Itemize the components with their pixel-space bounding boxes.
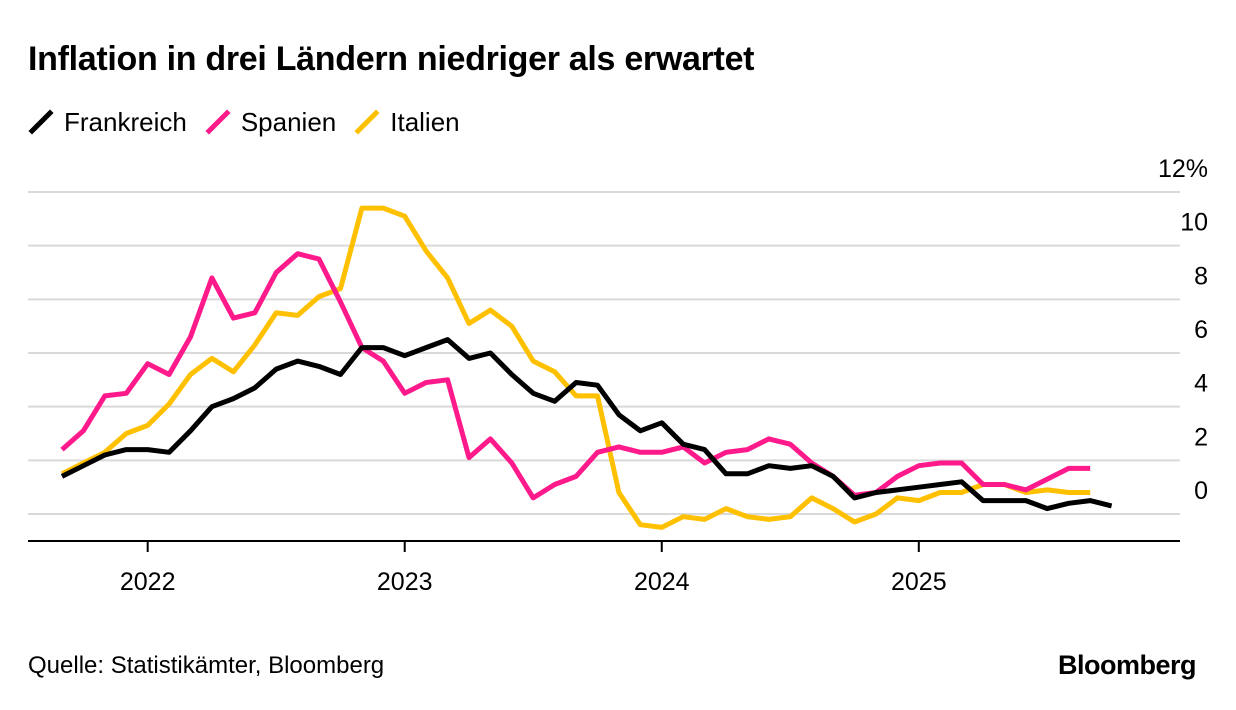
legend-swatch-icon <box>205 109 231 135</box>
y-tick-label: 0 <box>1194 477 1208 505</box>
legend-label-frankreich: Frankreich <box>64 106 187 137</box>
series-line-italien <box>60 205 1091 530</box>
x-axis <box>28 540 1180 552</box>
chart-legend: Frankreich Spanien Italien <box>28 106 478 138</box>
legend-item-spanien: Spanien <box>205 107 336 138</box>
y-tick-label: 6 <box>1194 316 1208 344</box>
series-line-frankreich <box>60 337 1113 512</box>
source-note: Quelle: Statistikämter, Bloomberg <box>28 652 385 679</box>
series-lines <box>60 205 1113 530</box>
legend-item-frankreich: Frankreich <box>28 107 187 138</box>
y-tick-label: 2 <box>1194 423 1208 451</box>
grid-lines <box>28 191 1180 515</box>
legend-label-italien: Italien <box>390 106 460 137</box>
y-tick-label: 4 <box>1194 370 1208 398</box>
x-tick-label: 2024 <box>634 568 690 596</box>
x-tick-label: 2025 <box>891 568 947 596</box>
legend-swatch-icon <box>28 109 54 135</box>
x-axis-labels: 2022 2023 2024 2025 <box>120 568 947 596</box>
legend-swatch-icon <box>354 109 380 135</box>
y-tick-label: 10 <box>1180 209 1208 237</box>
x-tick-label: 2023 <box>377 568 433 596</box>
y-tick-label: 12% <box>1158 155 1208 183</box>
brand-logo: Bloomberg <box>1057 650 1197 680</box>
x-tick-label: 2022 <box>120 568 176 596</box>
legend-item-italien: Italien <box>354 106 460 138</box>
legend-label-spanien: Spanien <box>240 106 337 137</box>
series-line-spanien <box>60 251 1091 501</box>
chart-title: Inflation in drei Ländern niedriger als … <box>28 40 755 78</box>
y-tick-label: 8 <box>1194 262 1208 290</box>
y-axis-labels: 12% 10 8 6 4 2 0 <box>1158 155 1208 505</box>
